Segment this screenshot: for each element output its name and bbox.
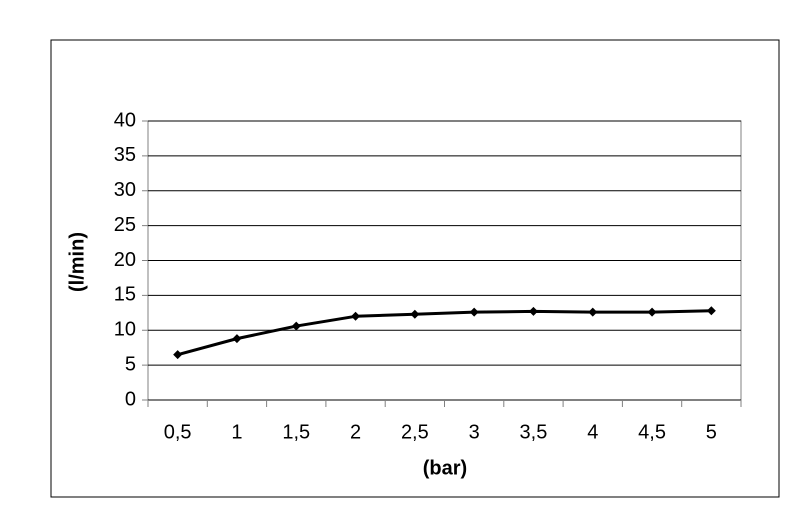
- point-marker: [291, 321, 301, 331]
- y-tick-label: 5: [125, 353, 136, 375]
- x-tick-label: 3,5: [520, 421, 548, 443]
- y-tick-label: 15: [114, 284, 136, 306]
- chart-frame: [50, 39, 780, 498]
- point-marker: [647, 307, 657, 317]
- point-marker: [351, 311, 361, 321]
- y-tick-label: 25: [114, 214, 136, 236]
- point-marker: [410, 309, 420, 319]
- y-tick-label: 10: [114, 319, 136, 341]
- x-tick-label: 5: [706, 421, 717, 443]
- point-marker: [588, 307, 598, 317]
- y-tick-label: 20: [114, 249, 136, 271]
- x-tick-label: 4: [587, 421, 598, 443]
- point-marker: [469, 307, 479, 317]
- series-line: [177, 309, 712, 357]
- x-axis-title: (bar): [423, 457, 467, 479]
- x-tick-label: 4,5: [638, 421, 666, 443]
- point-marker: [528, 306, 538, 316]
- y-tick-label: 40: [114, 109, 136, 131]
- x-tick-label: 2,5: [401, 421, 429, 443]
- x-tick-label: 1,5: [282, 421, 310, 443]
- x-tick-label: 1: [231, 421, 242, 443]
- y-tick-label: 0: [125, 388, 136, 410]
- point-marker: [706, 306, 716, 316]
- y-tick-label: 30: [114, 179, 136, 201]
- point-marker: [173, 350, 183, 360]
- x-tick-label: 3: [469, 421, 480, 443]
- x-tick-label: 2: [350, 421, 361, 443]
- y-axis-title: (l/min): [66, 232, 88, 292]
- x-tick-label: 0,5: [164, 421, 192, 443]
- y-tick-label: 35: [114, 144, 136, 166]
- point-marker: [232, 334, 242, 344]
